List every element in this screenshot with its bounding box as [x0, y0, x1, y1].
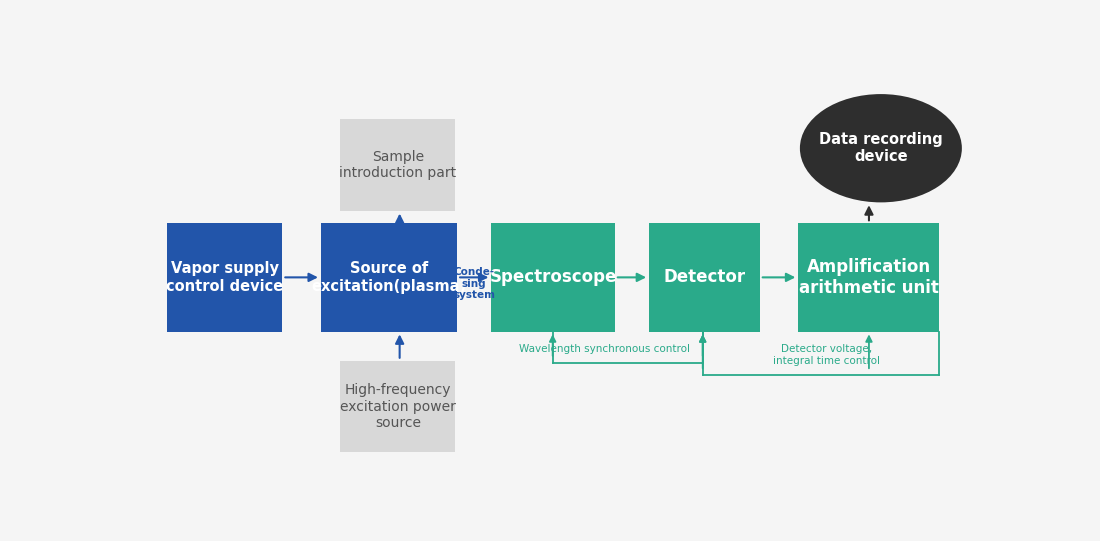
Text: High-frequency
excitation power
source: High-frequency excitation power source — [340, 384, 455, 430]
Text: Spectroscope: Spectroscope — [490, 268, 617, 286]
FancyBboxPatch shape — [167, 223, 283, 332]
Text: Source of
excitation(plasma): Source of excitation(plasma) — [311, 261, 466, 294]
FancyBboxPatch shape — [492, 223, 615, 332]
Text: Sample
introduction part: Sample introduction part — [340, 150, 456, 180]
FancyBboxPatch shape — [340, 361, 455, 452]
Text: Conde-
sing
system: Conde- sing system — [453, 267, 495, 300]
FancyBboxPatch shape — [649, 223, 760, 332]
Text: Wavelength synchronous control: Wavelength synchronous control — [519, 345, 690, 354]
FancyBboxPatch shape — [340, 119, 455, 210]
Text: Detector: Detector — [663, 268, 746, 286]
Ellipse shape — [800, 94, 961, 202]
Text: Data recording
device: Data recording device — [820, 132, 943, 164]
Text: Vapor supply
control device: Vapor supply control device — [166, 261, 284, 294]
FancyBboxPatch shape — [799, 223, 939, 332]
FancyBboxPatch shape — [321, 223, 458, 332]
Text: Amplification
arithmetic unit: Amplification arithmetic unit — [799, 258, 938, 297]
Text: Detector voltage,
integral time control: Detector voltage, integral time control — [773, 344, 880, 366]
